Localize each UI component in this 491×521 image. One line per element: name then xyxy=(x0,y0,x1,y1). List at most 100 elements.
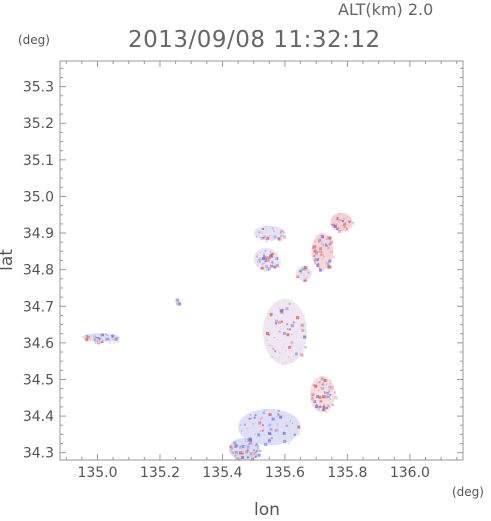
echo-speckle xyxy=(87,335,90,339)
echo-speckle xyxy=(334,228,336,230)
echo-speckle xyxy=(254,433,256,435)
echo-speckle xyxy=(324,399,326,401)
echo-speckle xyxy=(294,311,295,313)
echo-speckle xyxy=(88,340,90,342)
echo-speckle xyxy=(326,267,328,269)
echo-speckle xyxy=(322,254,324,256)
lat-tick-label: 34.5 xyxy=(23,372,54,388)
echo-speckle xyxy=(331,224,333,226)
echo-speckle xyxy=(273,230,275,232)
echo-speckle xyxy=(272,254,276,258)
echo-speckle xyxy=(269,442,273,446)
echo-speckle xyxy=(319,382,321,384)
echo-speckle xyxy=(264,410,267,413)
lat-tick-label: 35.0 xyxy=(23,189,54,205)
north-echo xyxy=(253,225,285,241)
echo-speckle xyxy=(242,450,245,453)
echo-speckle xyxy=(333,216,337,220)
echo-speckle xyxy=(320,377,324,381)
echo-speckle xyxy=(257,433,261,437)
echo-speckle xyxy=(108,341,112,345)
echo-speckle xyxy=(303,313,306,317)
echo-speckle xyxy=(300,278,304,282)
echo-speckle xyxy=(265,226,267,227)
echo-speckle xyxy=(254,451,257,454)
echo-speckle xyxy=(256,261,258,263)
echo-speckle xyxy=(297,353,300,356)
echo-speckle xyxy=(266,268,269,270)
echo-speckle xyxy=(298,270,300,272)
echo-speckle xyxy=(314,384,318,388)
lon-unit-label: (deg) xyxy=(452,485,484,499)
echo-speckle xyxy=(292,321,295,324)
echo-speckle xyxy=(346,215,348,217)
echo-speckle xyxy=(267,439,271,443)
echo-speckle xyxy=(289,328,291,331)
echo-speckle xyxy=(243,423,246,426)
echo-speckle xyxy=(341,220,344,222)
echo-speckle xyxy=(94,340,97,343)
echo-speckle xyxy=(266,316,269,319)
echo-speckle xyxy=(247,438,249,440)
echo-speckle xyxy=(234,448,237,451)
echo-speckle xyxy=(298,271,300,273)
echo-speckle xyxy=(325,257,327,259)
echo-speckle xyxy=(301,328,305,332)
echo-speckle xyxy=(283,304,286,307)
echo-speckle xyxy=(325,407,328,409)
echo-speckle xyxy=(256,236,257,238)
timestamp-title: 2013/09/08 11:32:12 xyxy=(128,27,381,53)
echo-speckle xyxy=(266,236,270,240)
echo-speckle xyxy=(285,307,289,311)
echo-speckle xyxy=(297,425,301,429)
echo-speckle xyxy=(284,232,286,234)
echo-speckle xyxy=(255,445,256,447)
echo-speckle xyxy=(304,267,308,271)
echo-speckle xyxy=(266,434,270,438)
echo-speckle xyxy=(317,258,319,261)
echo-speckle xyxy=(266,258,270,262)
echo-speckle xyxy=(260,252,262,254)
echo-speckle xyxy=(337,219,341,223)
echo-speckle xyxy=(351,221,355,225)
echo-speckle xyxy=(112,338,114,340)
echo-speckle xyxy=(281,232,285,236)
echo-speckle xyxy=(274,322,277,325)
echo-speckle xyxy=(263,263,265,265)
echo-speckle xyxy=(324,391,327,395)
echo-speckle xyxy=(253,453,256,456)
echo-speckle xyxy=(271,261,274,264)
echo-speckle xyxy=(283,322,285,324)
echo-speckle xyxy=(348,216,350,218)
echo-speckle xyxy=(293,339,295,341)
echo-speckle xyxy=(269,254,273,258)
echo-speckle xyxy=(314,240,316,242)
echo-speckle xyxy=(281,421,283,423)
echo-speckle xyxy=(325,263,329,267)
echo-speckle xyxy=(279,415,283,419)
echo-speckle xyxy=(105,338,108,341)
echo-speckle xyxy=(93,336,96,339)
echo-speckle xyxy=(351,223,353,225)
echo-speckle xyxy=(344,223,346,225)
echo-speckle xyxy=(281,343,284,346)
echo-speckle xyxy=(292,361,294,363)
echo-speckle xyxy=(311,390,314,393)
echo-speckle xyxy=(266,331,269,335)
echo-speckle xyxy=(107,337,109,338)
echo-speckle xyxy=(295,332,298,335)
lat-tick-label: 34.9 xyxy=(23,226,54,242)
echo-speckle xyxy=(329,385,331,387)
echo-speckle xyxy=(341,222,344,225)
echo-speckle xyxy=(274,256,278,260)
echo-speckle xyxy=(267,260,271,264)
echo-speckle xyxy=(264,415,267,418)
echo-speckle xyxy=(303,280,306,282)
echo-speckle xyxy=(257,259,260,262)
echo-speckle xyxy=(317,243,321,247)
echo-speckle xyxy=(320,258,323,261)
echo-speckle xyxy=(296,316,299,320)
echo-speckle xyxy=(275,232,279,236)
echo-speckle xyxy=(272,348,275,350)
